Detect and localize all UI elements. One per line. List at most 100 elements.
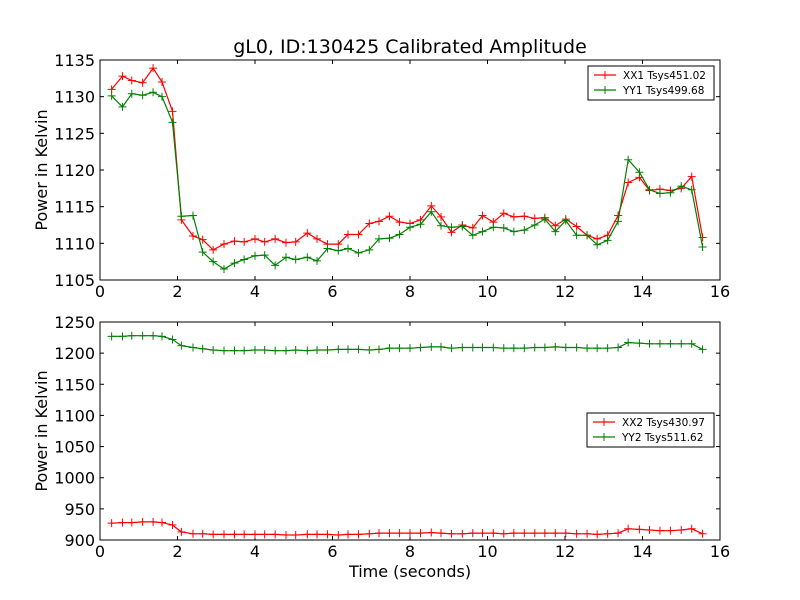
data-point-marker (572, 222, 581, 231)
data-point-marker (489, 529, 498, 538)
series-line-xx2 (111, 521, 703, 536)
data-point-marker (118, 102, 127, 111)
x-tick-label: 14 (632, 542, 652, 561)
y-tick-label: 1120 (54, 161, 95, 180)
y-tick-label: 900 (64, 531, 95, 550)
data-point-marker (138, 517, 147, 526)
data-point-marker (520, 226, 529, 235)
data-point-marker (635, 168, 644, 177)
data-point-marker (365, 529, 374, 538)
data-point-marker (313, 346, 321, 355)
data-point-marker (520, 529, 529, 538)
data-point-marker (323, 244, 332, 253)
data-point-marker (127, 89, 136, 98)
data-point-marker (260, 530, 269, 539)
data-point-marker (240, 255, 249, 264)
y-tick-label: 1100 (54, 406, 95, 425)
legend: XX2 Tsys430.97 YY2 Tsys511.62 (586, 412, 715, 448)
data-point-marker (499, 344, 508, 353)
data-point-marker (614, 217, 623, 226)
data-point-marker (624, 178, 633, 187)
data-point-marker (375, 529, 383, 538)
data-point-marker (551, 342, 560, 351)
x-tick-label: 4 (250, 282, 260, 301)
data-point-marker (698, 233, 707, 242)
series-line-xx1 (111, 67, 704, 251)
data-point-marker (375, 345, 383, 354)
y-tick-label: 950 (64, 500, 95, 519)
data-point-marker (416, 529, 425, 538)
data-point-marker (177, 341, 186, 350)
data-point-marker (375, 217, 383, 226)
data-point-marker (260, 346, 269, 355)
data-point-marker (687, 339, 696, 348)
data-point-marker (499, 223, 508, 232)
data-point-marker (645, 339, 654, 348)
data-point-marker (138, 78, 147, 87)
figure-title: gL0, ID:130425 Calibrated Amplitude (233, 36, 587, 58)
data-point-marker (416, 343, 425, 352)
data-point-marker (520, 212, 529, 221)
data-point-marker (354, 230, 363, 239)
data-point-marker (458, 222, 467, 231)
x-tick-label: 0 (95, 282, 105, 301)
data-point-marker (406, 529, 414, 538)
data-point-marker (271, 530, 280, 539)
y-tick-label: 1050 (54, 438, 95, 457)
data-point-marker (251, 346, 259, 355)
data-point-marker (572, 529, 581, 538)
data-point-marker (635, 525, 644, 534)
data-point-marker (698, 243, 707, 251)
data-point-marker (118, 518, 127, 527)
data-point-marker (478, 227, 487, 236)
data-point-marker (447, 223, 456, 232)
x-tick-label: 16 (710, 282, 730, 301)
legend-marker (601, 86, 609, 94)
x-tick-label: 0 (95, 542, 105, 561)
data-point-marker (251, 234, 259, 243)
data-point-marker (468, 231, 477, 240)
data-point-marker (437, 221, 445, 230)
data-point-marker (230, 346, 239, 355)
y-tick-label: 1115 (54, 198, 95, 217)
data-point-marker (666, 188, 675, 197)
data-point-marker (624, 155, 633, 164)
data-point-marker (230, 530, 239, 539)
data-point-marker (677, 182, 686, 191)
data-point-marker (209, 257, 218, 266)
data-point-marker (240, 237, 249, 246)
data-point-marker (427, 207, 436, 216)
y-axis-label: Power in Kelvin (32, 109, 51, 230)
data-point-marker (260, 251, 269, 260)
data-point-marker (189, 343, 197, 352)
data-point-marker (698, 345, 707, 354)
data-point-marker (198, 529, 207, 538)
data-point-marker (489, 343, 498, 352)
data-point-marker (189, 529, 197, 538)
x-tick-label: 2 (172, 282, 182, 301)
y-tick-label: 1200 (54, 344, 95, 363)
data-point-marker (177, 212, 186, 221)
data-point-marker (666, 526, 675, 535)
data-point-marker (220, 240, 228, 249)
data-point-marker (530, 343, 539, 352)
data-point-marker (291, 255, 300, 264)
data-point-marker (499, 209, 508, 218)
x-tick-label: 6 (327, 282, 337, 301)
data-point-marker (687, 172, 696, 181)
top-plot: 0 2 4 6 8 10 12 14 16 1105 1110 1115 1120 1125 1130 113… (32, 51, 730, 301)
data-point-marker (395, 218, 404, 227)
x-tick-label: 6 (327, 542, 337, 561)
data-point-marker (385, 529, 394, 538)
data-point-marker (624, 524, 633, 533)
data-point-marker (614, 529, 623, 538)
data-point-marker (138, 91, 147, 100)
data-point-marker (687, 185, 696, 194)
y-tick-label: 1130 (54, 88, 95, 107)
data-point-marker (354, 530, 363, 539)
data-point-marker (344, 230, 352, 239)
data-point-marker (365, 346, 374, 355)
data-point-marker (282, 253, 290, 262)
data-point-marker (127, 518, 136, 527)
